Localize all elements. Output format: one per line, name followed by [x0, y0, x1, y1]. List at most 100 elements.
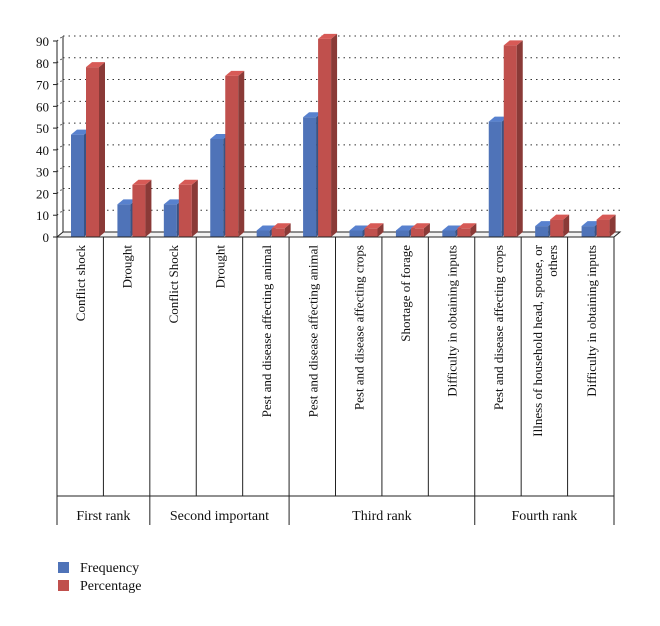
bar-top — [271, 223, 291, 229]
bar-side — [191, 179, 198, 237]
bar-top — [210, 134, 230, 139]
bar-front — [71, 134, 84, 237]
y-tick-label: 50 — [36, 121, 49, 136]
bar-front — [410, 228, 424, 237]
gridline-side — [56, 79, 64, 85]
bar-top — [132, 179, 152, 185]
category-label: Pest and disease affecting crops — [491, 245, 506, 410]
bar-front — [364, 228, 378, 237]
bar-percentage — [225, 70, 245, 237]
group-label: Second important — [170, 509, 269, 524]
bar-top — [318, 33, 338, 39]
bar-percentage — [364, 223, 384, 237]
bar-front — [210, 139, 224, 237]
bar-front — [178, 184, 192, 237]
category-axis: Conflict shock Drought Conflict Shock Droug… — [56, 236, 615, 525]
bar-top — [117, 199, 137, 205]
bar-side — [238, 70, 245, 237]
gridline-side — [56, 188, 64, 194]
bar-front — [271, 228, 285, 237]
bar-percentage — [550, 214, 570, 237]
bar-percentage — [596, 214, 616, 237]
bar-front — [395, 230, 409, 237]
bar-top — [256, 225, 276, 231]
bars — [71, 33, 616, 238]
bar-top — [550, 214, 570, 220]
legend: Frequency Percentage — [58, 561, 141, 594]
bar-side — [563, 214, 570, 237]
bar-top — [535, 221, 555, 227]
bar-side — [377, 223, 384, 237]
bar-top — [163, 199, 183, 205]
bar-top — [349, 225, 369, 231]
category-label: Conflict Shock — [166, 245, 181, 324]
bar-front — [256, 230, 270, 237]
legend-label: Percentage — [80, 579, 141, 594]
gridline-side — [56, 57, 64, 64]
bar-front — [318, 38, 332, 238]
bar-front — [225, 75, 239, 237]
y-tick-label: 70 — [36, 78, 49, 93]
bar-top — [71, 129, 90, 135]
bar-top — [581, 221, 601, 227]
group-label: First rank — [76, 509, 130, 524]
bar-front — [581, 226, 595, 237]
bar-top — [395, 225, 415, 231]
legend-swatch — [58, 562, 69, 573]
bar-front — [457, 228, 471, 237]
group-label: Third rank — [352, 509, 411, 524]
group-label: Fourth rank — [512, 509, 578, 524]
y-tick-label: 40 — [36, 143, 49, 158]
y-tick-label: 0 — [43, 230, 50, 245]
legend-label: Frequency — [80, 561, 139, 576]
bar-side — [423, 223, 430, 237]
bar-top — [442, 225, 462, 231]
y-tick-label: 10 — [36, 208, 49, 223]
bar-percentage — [457, 223, 477, 237]
bar-top — [225, 70, 245, 76]
y-axis: 0 10 20 30 40 50 60 70 80 90 — [36, 34, 58, 245]
bar-top — [86, 62, 105, 68]
bar-front — [488, 121, 502, 237]
bar-percentage — [271, 223, 291, 237]
category-label: Shortage of forage — [398, 245, 413, 342]
legend-swatch — [58, 580, 69, 591]
y-tick-label: 60 — [36, 99, 49, 114]
bar-side — [99, 62, 105, 238]
gridline-side — [56, 166, 64, 173]
y-tick-label: 90 — [36, 34, 49, 49]
bar-top — [457, 223, 477, 229]
bar-front — [86, 67, 99, 237]
bar-top — [303, 112, 323, 118]
category-label: Pest and disease affecting animal — [259, 245, 274, 418]
bar-front — [303, 117, 317, 237]
category-label: Drought — [212, 245, 227, 289]
category-label: Difficulty in obtaining inputs — [584, 245, 599, 397]
bar-percentage — [318, 33, 338, 238]
category-label: Difficulty in obtaining inputs — [445, 245, 460, 397]
bar-percentage — [86, 62, 105, 238]
bar-side — [145, 179, 152, 237]
bar-top — [596, 214, 616, 220]
bar-top — [503, 40, 523, 46]
gridline-side — [56, 144, 64, 151]
gridline-side — [56, 209, 64, 216]
bar-front — [117, 204, 131, 237]
bar-percentage — [132, 179, 152, 237]
bar-side — [609, 214, 616, 237]
bar-side — [284, 223, 291, 237]
bar-side — [331, 33, 338, 238]
bar-side — [516, 40, 523, 237]
category-label: Drought — [120, 245, 135, 289]
category-label: others — [545, 245, 560, 277]
bar-percentage — [178, 179, 198, 237]
bar-top — [364, 223, 384, 229]
bar-front — [163, 204, 177, 237]
bar-top — [410, 223, 430, 229]
y-tick-label: 20 — [36, 186, 49, 201]
y-tick-label: 30 — [36, 165, 49, 180]
bar-percentage — [410, 223, 430, 237]
gridline-side — [56, 100, 64, 107]
bar-front — [442, 230, 456, 237]
